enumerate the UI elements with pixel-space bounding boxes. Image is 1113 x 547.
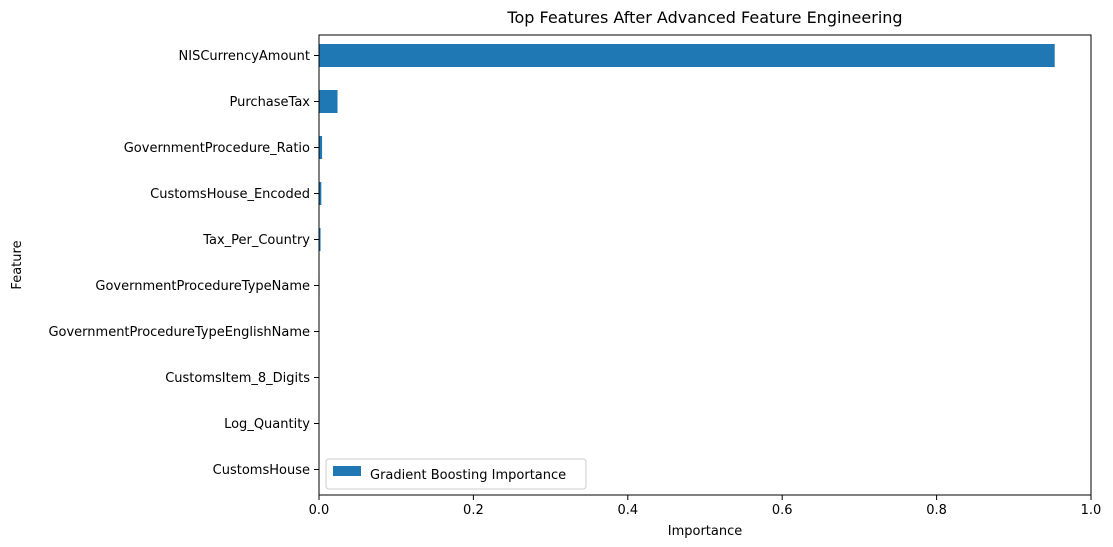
- y-axis-ticks: NISCurrencyAmount PurchaseTax GovernmentPr…: [48, 49, 319, 478]
- x-tick-label: 0.2: [463, 503, 484, 518]
- bar: [319, 182, 322, 205]
- x-tick-label: 0.4: [617, 503, 638, 518]
- legend: Gradient Boosting Importance: [325, 458, 587, 490]
- legend-label: Gradient Boosting Importance: [370, 468, 566, 483]
- plot-frame: [318, 34, 1092, 496]
- y-tick-label: CustomsHouse_Encoded: [150, 187, 310, 202]
- x-tick-label: 0.8: [926, 503, 947, 518]
- y-tick-label: CustomsHouse: [213, 463, 310, 478]
- y-tick-label: PurchaseTax: [230, 95, 311, 110]
- x-tick-label: 1.0: [1081, 503, 1102, 518]
- legend-box: [325, 458, 587, 490]
- y-tick-label: GovernmentProcedureTypeName: [95, 279, 310, 294]
- x-axis-ticks: 0.0 0.2 0.4 0.6 0.8 1.0: [309, 495, 1102, 518]
- y-tick-label: Log_Quantity: [224, 417, 310, 432]
- y-axis-label: Feature: [10, 240, 25, 289]
- bar: [319, 44, 1055, 67]
- y-tick-label: CustomsItem_8_Digits: [165, 371, 310, 386]
- bar: [319, 90, 338, 113]
- legend-swatch: [333, 466, 361, 476]
- bar: [319, 228, 321, 251]
- x-tick-label: 0.6: [772, 503, 793, 518]
- x-tick-label: 0.0: [309, 503, 330, 518]
- bar: [319, 136, 323, 159]
- x-axis-label: Importance: [668, 524, 743, 539]
- y-tick-label: GovernmentProcedure_Ratio: [124, 141, 310, 156]
- chart-title: Top Features After Advanced Feature Engi…: [506, 8, 902, 27]
- y-tick-label: NISCurrencyAmount: [179, 49, 310, 64]
- y-tick-label: GovernmentProcedureTypeEnglishName: [48, 325, 310, 340]
- y-tick-label: Tax_Per_Country: [202, 233, 310, 248]
